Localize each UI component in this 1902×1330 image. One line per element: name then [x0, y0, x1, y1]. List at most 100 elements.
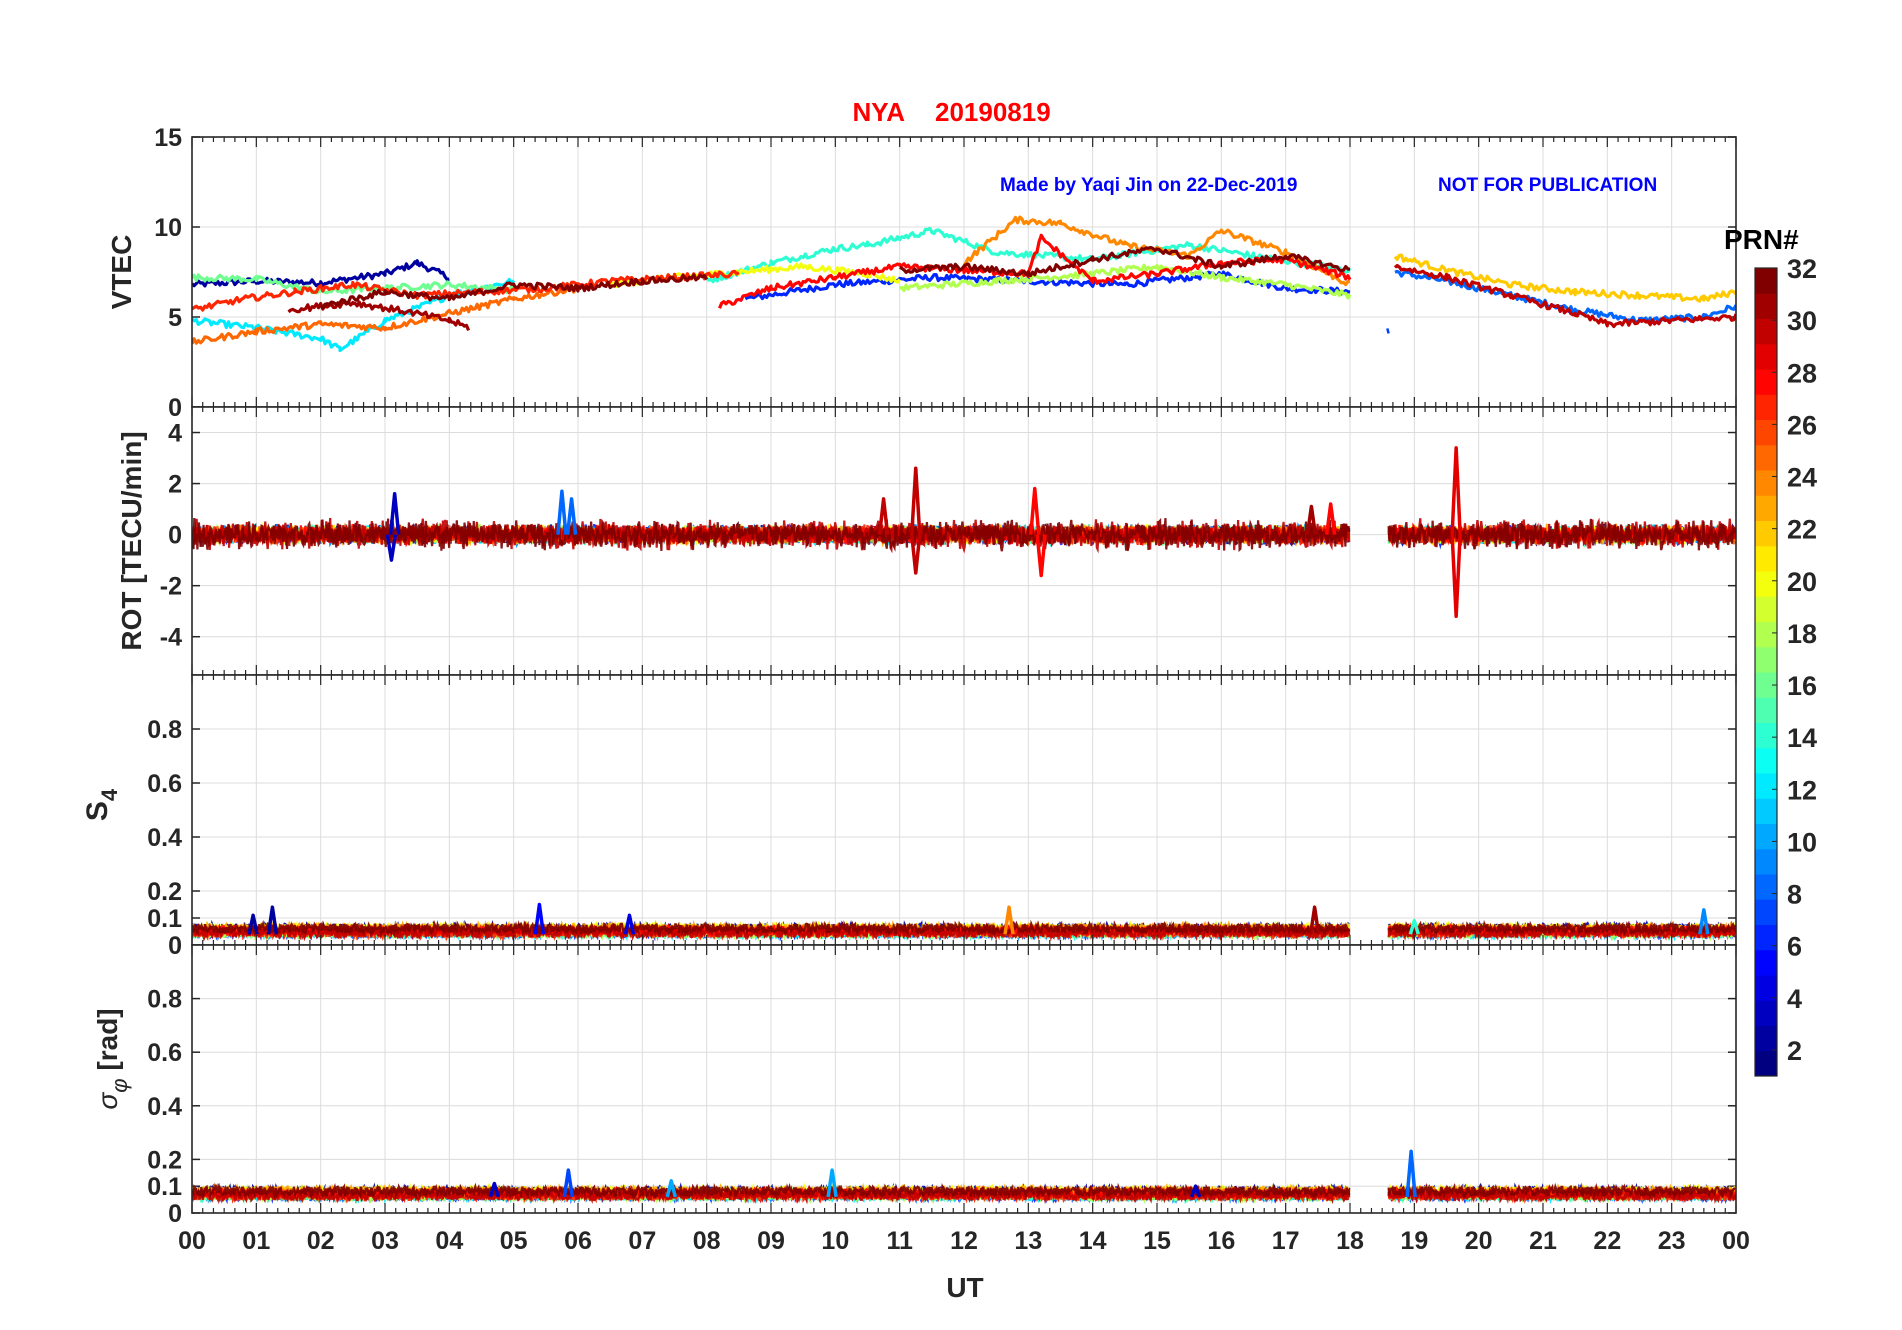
- x-tick-label: 17: [1272, 1227, 1300, 1255]
- spike: [910, 534, 922, 575]
- x-tick-label: 21: [1529, 1227, 1557, 1255]
- axes-box: [191, 944, 1737, 1214]
- colorbar-segment: [1755, 268, 1777, 294]
- series-prn-32: [1387, 919, 1736, 937]
- colorbar-segment: [1755, 848, 1777, 875]
- series-prn-27: [192, 269, 740, 312]
- colorbar-segment: [1755, 596, 1777, 622]
- y-tick-label: 2: [168, 471, 182, 499]
- spike: [1189, 1184, 1202, 1198]
- colorbar-segment: [1755, 1025, 1777, 1052]
- spike: [562, 1168, 575, 1198]
- colorbar-segment: [1755, 672, 1777, 698]
- colorbar-tick-label: 4: [1787, 984, 1802, 1014]
- spike: [247, 913, 259, 935]
- y-tick-label: 4: [168, 420, 182, 448]
- colorbar-tick-label: 30: [1787, 306, 1817, 336]
- colorbar-segment: [1755, 823, 1777, 850]
- series-prn-14: [705, 226, 1352, 284]
- y-tick-label: 0.8: [147, 986, 182, 1014]
- y-tick-label: 0.1: [147, 905, 182, 933]
- y-tick-label: 0.4: [147, 1093, 182, 1121]
- panel-rot: -4 -2 0 2 4 ROT [TECU/min]: [116, 406, 1737, 676]
- spike: [1003, 905, 1015, 935]
- x-tick-label: 20: [1465, 1227, 1493, 1255]
- series-prn-2: [192, 259, 450, 288]
- spike: [1408, 918, 1421, 935]
- panel-s4: 00.10.2 0.4 0.6 0.8 S4: [81, 674, 1737, 960]
- x-tick-label: 11: [886, 1227, 913, 1255]
- x-tick-label: 13: [1014, 1227, 1042, 1255]
- y-tick-label: 0.6: [147, 1039, 182, 1067]
- y-tick-label: 0.4: [147, 824, 182, 852]
- spike: [1450, 446, 1462, 535]
- spike: [910, 466, 922, 535]
- spike: [388, 492, 401, 535]
- spike: [1405, 1149, 1417, 1198]
- series-prn-16: [192, 273, 516, 295]
- colorbar-segment: [1755, 545, 1777, 572]
- y-tick-label: 0: [168, 1200, 182, 1228]
- colorbar-tick-label: 26: [1787, 410, 1817, 440]
- colorbar-segment: [1755, 697, 1777, 723]
- y-tick-label: 0.6: [147, 770, 182, 798]
- spike: [623, 913, 636, 935]
- spike: [266, 905, 279, 935]
- spike: [1450, 534, 1462, 619]
- publication-notice: NOT FOR PUBLICATION: [1438, 175, 1657, 196]
- series-prn-12: [192, 277, 516, 353]
- credit-text: Made by Yaqi Jin on 22-Dec-2019: [1000, 175, 1297, 196]
- spike: [1035, 534, 1047, 578]
- x-tick-label: 14: [1079, 1227, 1107, 1255]
- spike: [826, 1168, 838, 1198]
- colorbar-tick-label: 32: [1787, 254, 1817, 284]
- series-prn-31: [287, 300, 471, 332]
- colorbar-tick-label: 28: [1787, 358, 1817, 388]
- x-axis-label: UT: [946, 1272, 983, 1303]
- y-tick-label: 0: [168, 522, 182, 550]
- colorbar-segment: [1755, 394, 1777, 420]
- x-tick-label: 04: [435, 1227, 463, 1255]
- y-axis-label: S4: [81, 788, 122, 821]
- colorbar-tick-label: 24: [1787, 463, 1817, 493]
- y-tick-label: 15: [154, 124, 182, 152]
- x-tick-label: 03: [371, 1227, 399, 1255]
- x-tick-label: 08: [693, 1227, 721, 1255]
- spike: [565, 497, 578, 535]
- series-prn-28: [718, 233, 1352, 309]
- x-tick-label: 10: [821, 1227, 849, 1255]
- x-tick-label: 12: [950, 1227, 978, 1255]
- colorbar-tick-label: 6: [1787, 932, 1802, 962]
- series-prn-25: [192, 285, 578, 345]
- series-prn-32: [1387, 518, 1736, 551]
- y-tick-label: -2: [160, 573, 182, 601]
- x-tick-label: 16: [1207, 1227, 1235, 1255]
- colorbar-segment: [1755, 470, 1777, 496]
- x-tick-label: 00: [178, 1227, 206, 1255]
- spike: [533, 902, 546, 935]
- series-prn-32: [1387, 1182, 1736, 1200]
- isolated-point: [1386, 328, 1390, 334]
- series-prn-18: [898, 263, 1352, 300]
- colorbar-tick-label: 10: [1787, 827, 1817, 857]
- series-prn-32: [192, 1182, 1351, 1201]
- spike: [1324, 502, 1337, 535]
- colorbar-segment: [1755, 318, 1777, 345]
- y-axis-label: ROT [TECU/min]: [116, 431, 147, 650]
- colorbar-segment: [1755, 520, 1777, 547]
- y-tick-label: 0: [168, 394, 182, 422]
- spike: [385, 534, 398, 562]
- x-tick-label: 22: [1593, 1227, 1621, 1255]
- series-prn-8: [1394, 269, 1736, 324]
- colorbar-segment: [1755, 747, 1777, 774]
- colorbar-segment: [1755, 293, 1777, 319]
- colorbar-frame: [1754, 267, 1778, 1077]
- spike: [1305, 504, 1318, 535]
- x-tick-label: 01: [242, 1227, 270, 1255]
- chart-title-station: NYA: [852, 97, 905, 127]
- y-tick-label: 0: [168, 932, 182, 960]
- colorbar-segment: [1755, 495, 1777, 521]
- colorbar-segment: [1755, 621, 1777, 648]
